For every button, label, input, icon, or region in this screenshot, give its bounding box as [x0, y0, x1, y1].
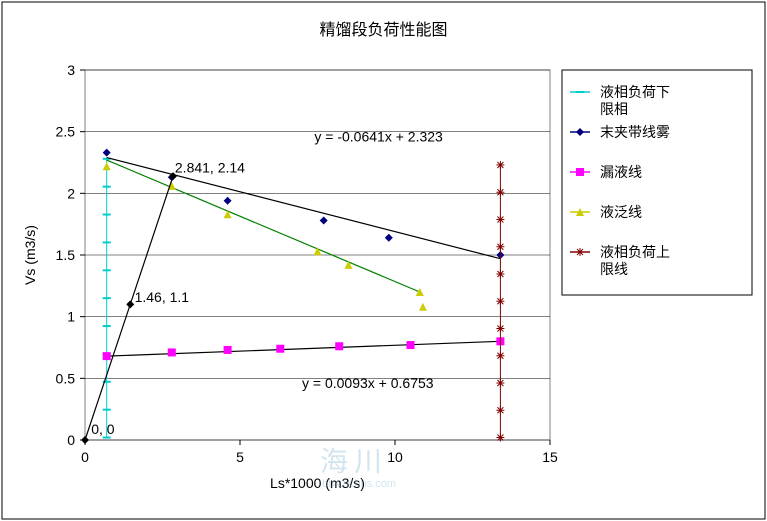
annotation: y = -0.0641x + 2.323 — [314, 129, 443, 145]
legend-label: 末夹带线雾 — [600, 124, 670, 140]
chart-title: 精馏段负荷性能图 — [319, 21, 447, 39]
annotation: 2.841, 2.14 — [175, 159, 245, 175]
svg-text:2: 2 — [67, 185, 75, 201]
chart-container: 精馏段负荷性能图00.511.522.53051015Ls*1000 (m3/s… — [0, 0, 767, 521]
legend-label: 漏液线 — [600, 164, 642, 180]
annotation: y = 0.0093x + 0.6753 — [302, 375, 434, 391]
legend-box — [562, 70, 752, 295]
svg-text:2.5: 2.5 — [56, 124, 76, 140]
annotation: 0, 0 — [91, 421, 115, 437]
legend-label: 液相负荷上 — [600, 244, 670, 260]
legend-label: 液泛线 — [600, 204, 642, 220]
legend-label: 液相负荷下 — [600, 84, 670, 100]
y-axis-label: Vs (m3/s) — [22, 225, 38, 285]
svg-text:0: 0 — [81, 449, 89, 465]
svg-text:0.5: 0.5 — [56, 370, 76, 386]
svg-text:15: 15 — [542, 449, 558, 465]
svg-text:3: 3 — [67, 62, 75, 78]
svg-text:限线: 限线 — [600, 261, 628, 277]
svg-text:1.5: 1.5 — [56, 247, 76, 263]
svg-text:10: 10 — [387, 449, 403, 465]
svg-text:5: 5 — [236, 449, 244, 465]
watermark-sub: bbs.hcbbs.com — [322, 478, 396, 490]
svg-text:0: 0 — [67, 432, 75, 448]
svg-text:1: 1 — [67, 309, 75, 325]
svg-text:限相: 限相 — [600, 101, 628, 117]
watermark-text: 海川 — [320, 440, 388, 480]
annotation: 1.46, 1.1 — [135, 289, 190, 305]
